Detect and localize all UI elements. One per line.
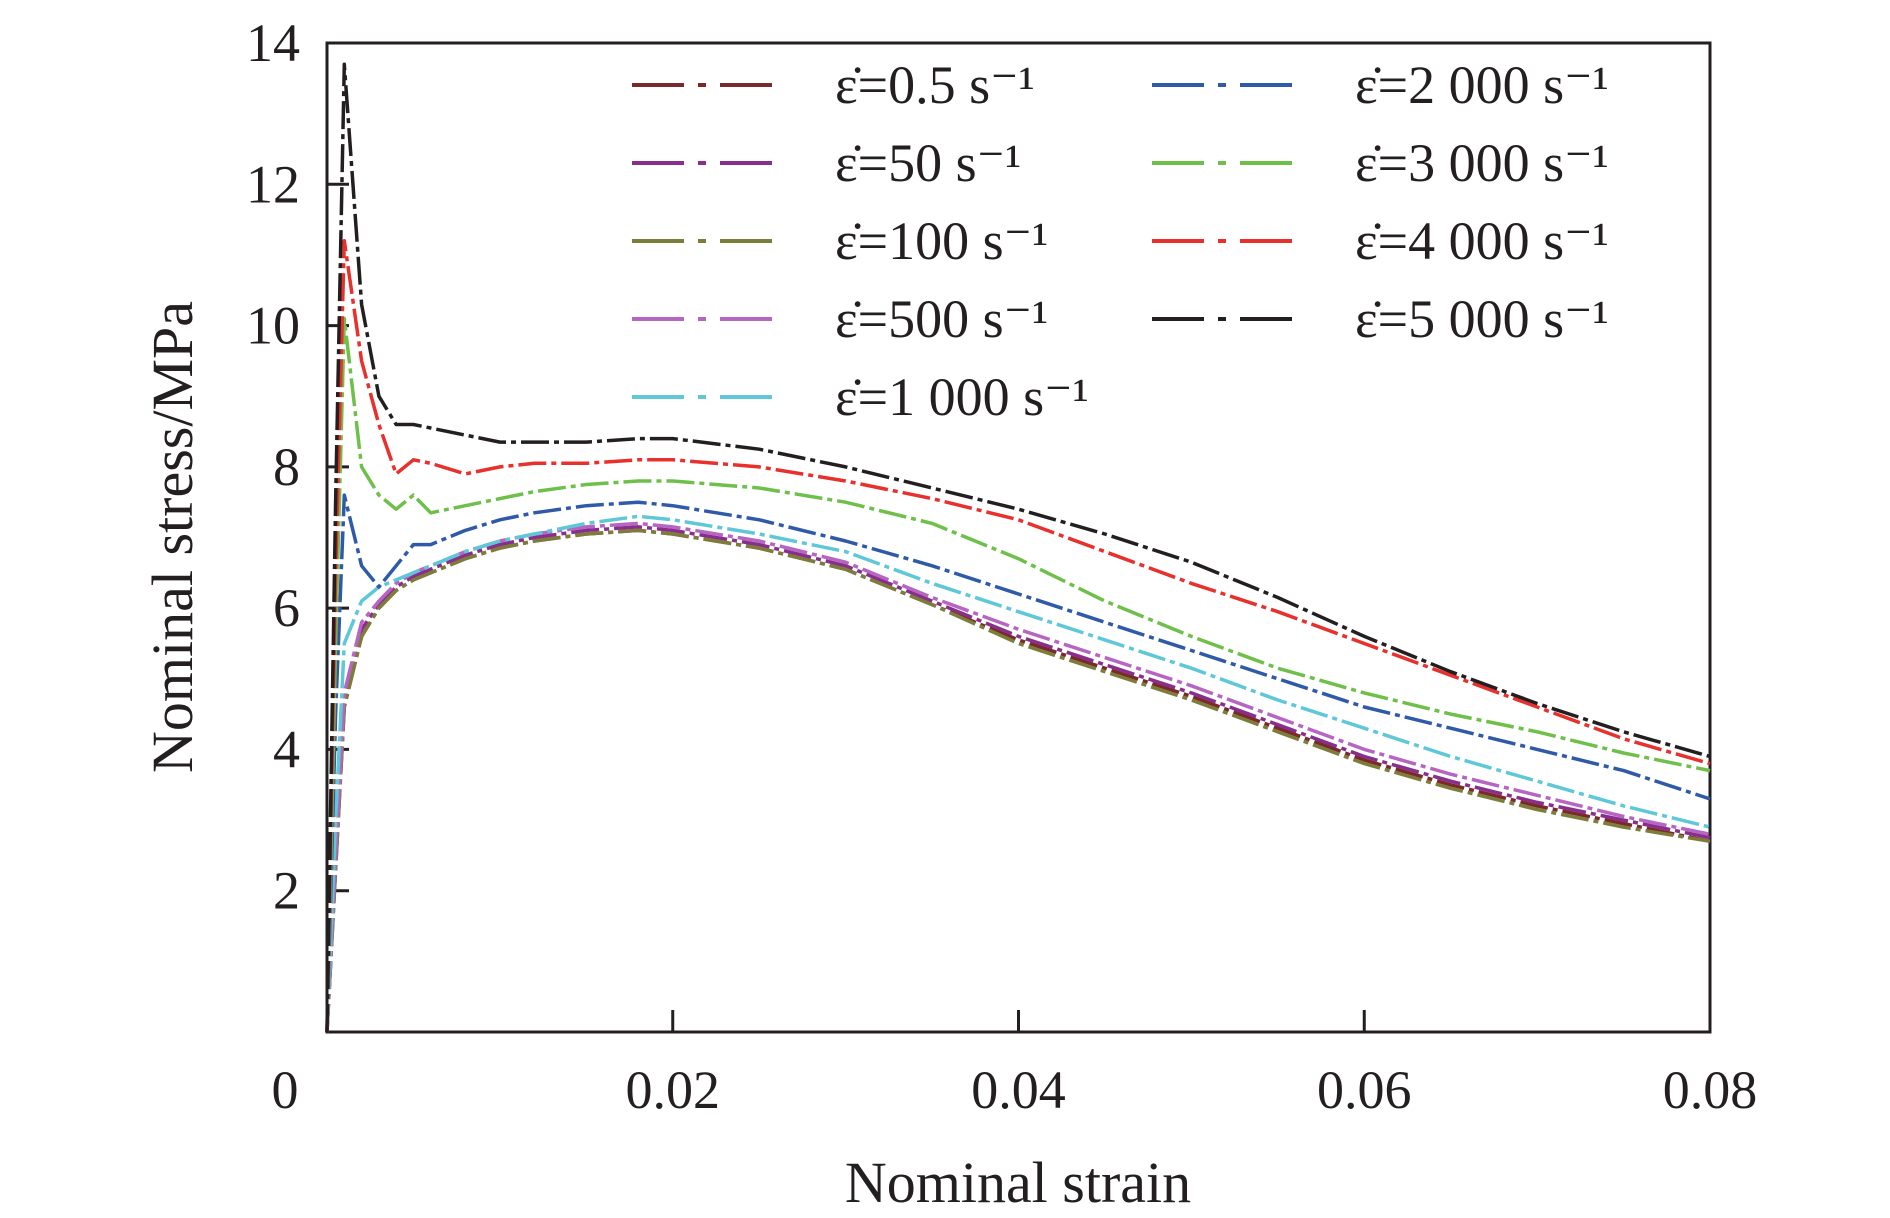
series-line-1 <box>325 528 1711 1033</box>
y-tick-label: 8 <box>273 437 300 497</box>
series-line-8 <box>325 239 1711 1033</box>
y-axis-title: Nominal stress/MPa <box>140 301 205 773</box>
legend-label: ε̇=500 s⁻¹ <box>835 289 1048 349</box>
legend-label: ε̇=5 000 s⁻¹ <box>1355 289 1609 349</box>
legend: ε̇=0.5 s⁻¹ ε̇=50 s⁻¹ ε̇=100 s⁻¹ ε̇=500 s⁻¹ ε… <box>632 55 1609 427</box>
x-tick-label: 0.08 <box>1663 1060 1758 1120</box>
x-tick-label: 0.04 <box>971 1060 1066 1120</box>
series-line-4 <box>325 521 1711 1033</box>
legend-label: ε̇=2 000 s⁻¹ <box>1355 55 1609 115</box>
legend-label: ε̇=1 000 s⁻¹ <box>835 367 1089 427</box>
x-tick-label: 0 <box>272 1060 299 1120</box>
y-tick-label: 2 <box>273 861 300 921</box>
series-line-9 <box>325 62 1711 1033</box>
series-line-6 <box>325 493 1711 1033</box>
y-tick-label: 12 <box>246 154 300 214</box>
y-tick-label: 10 <box>246 296 300 356</box>
y-axis: 2 4 6 8 10 12 14 <box>246 13 349 921</box>
x-axis: 0 0.02 0.04 0.06 0.08 <box>272 1010 1758 1120</box>
y-tick-label: 6 <box>273 578 300 638</box>
x-tick-label: 0.02 <box>626 1060 721 1120</box>
legend-label: ε̇=3 000 s⁻¹ <box>1355 133 1609 193</box>
legend-label: ε̇=50 s⁻¹ <box>835 133 1021 193</box>
series-line-2 <box>325 525 1711 1033</box>
y-tick-label: 14 <box>246 13 300 73</box>
legend-label: ε̇=100 s⁻¹ <box>835 211 1048 271</box>
y-tick-label: 4 <box>273 719 300 779</box>
legend-label: ε̇=4 000 s⁻¹ <box>1355 211 1609 271</box>
series-line-3 <box>325 528 1711 1033</box>
x-tick-label: 0.06 <box>1317 1060 1412 1120</box>
series-line-5 <box>325 514 1711 1033</box>
x-axis-title: Nominal strain <box>845 1150 1191 1215</box>
legend-label: ε̇=0.5 s⁻¹ <box>835 55 1035 115</box>
series-lines <box>325 62 1711 1033</box>
